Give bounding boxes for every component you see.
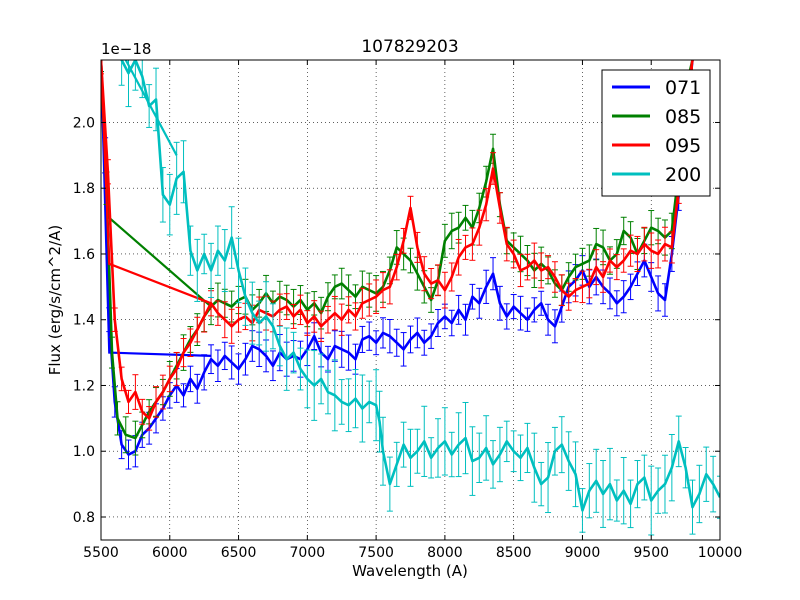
x-tick-label: 6000 bbox=[152, 545, 188, 561]
y-tick-label: 1.0 bbox=[73, 444, 95, 460]
error-bar bbox=[118, 60, 125, 86]
x-tick-label: 7500 bbox=[358, 545, 394, 561]
y-tick-label: 1.8 bbox=[73, 181, 95, 197]
legend-label: 071 bbox=[665, 77, 701, 99]
x-tick-label: 7000 bbox=[290, 545, 326, 561]
x-tick-label: 8500 bbox=[496, 545, 532, 561]
y-offset-label: 1e−18 bbox=[101, 40, 151, 58]
x-axis-label: Wavelength (A) bbox=[352, 562, 468, 580]
y-tick-label: 2.0 bbox=[73, 115, 95, 131]
x-tick-label: 6500 bbox=[221, 545, 257, 561]
series-line-095 bbox=[101, 60, 694, 420]
legend-label: 085 bbox=[665, 106, 701, 128]
axis-ticks: 5500 6000 6500 7000 7500 8000 8500 9000 9500 1000… bbox=[73, 60, 743, 561]
chart-title: 107829203 bbox=[361, 37, 458, 57]
legend-label: 095 bbox=[665, 135, 701, 157]
x-tick-label: 9500 bbox=[633, 545, 669, 561]
series-line-071 bbox=[101, 60, 694, 456]
plot-frame bbox=[100, 59, 721, 541]
series-200 bbox=[118, 60, 720, 536]
y-tick-label: 1.4 bbox=[73, 313, 95, 329]
legend: 071 085 095 200 bbox=[601, 69, 711, 197]
series-connector-line bbox=[124, 60, 178, 156]
x-tick-label: 10000 bbox=[698, 545, 743, 561]
legend-label: 200 bbox=[665, 164, 701, 186]
y-tick-label: 1.6 bbox=[73, 247, 95, 263]
x-tick-label: 5500 bbox=[83, 545, 119, 561]
x-tick-label: 9000 bbox=[565, 545, 601, 561]
y-tick-label: 1.2 bbox=[73, 378, 95, 394]
x-tick-label: 8000 bbox=[427, 545, 463, 561]
series-connector-line bbox=[101, 60, 212, 305]
error-bar bbox=[717, 475, 720, 519]
series-layer bbox=[101, 60, 720, 536]
y-axis-label: Flux (erg/s/cm^2/A) bbox=[46, 225, 64, 376]
series-line-200 bbox=[120, 60, 720, 512]
error-bar bbox=[132, 60, 139, 91]
y-tick-label: 0.8 bbox=[73, 510, 95, 526]
